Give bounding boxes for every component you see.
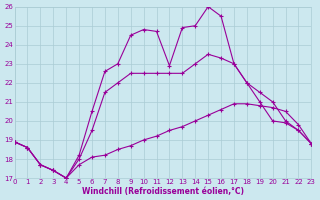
X-axis label: Windchill (Refroidissement éolien,°C): Windchill (Refroidissement éolien,°C): [82, 187, 244, 196]
